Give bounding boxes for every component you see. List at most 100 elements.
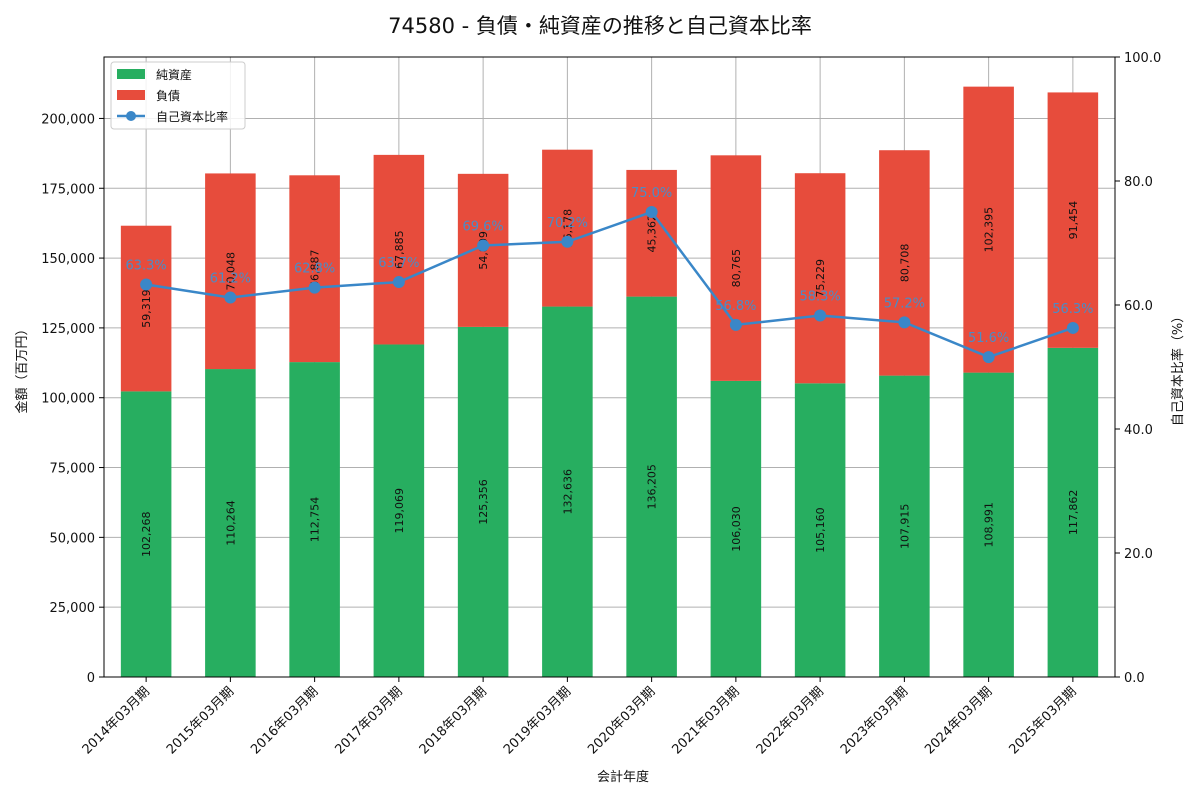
equity-ratio-point: [308, 281, 321, 294]
bar-value-label-liabilities: 102,395: [983, 207, 996, 253]
equity-ratio-label: 51.6%: [968, 331, 1009, 346]
equity-ratio-point: [1066, 321, 1079, 334]
y-tick-label: 0: [87, 671, 95, 686]
equity-ratio-label: 62.8%: [294, 262, 335, 277]
bar-net-assets: [710, 380, 762, 677]
bar-value-label-net-assets: 117,862: [1067, 490, 1080, 536]
bar-net-assets: [373, 344, 425, 677]
equity-ratio-point: [645, 206, 658, 218]
bar-value-label-liabilities: 80,708: [898, 244, 911, 283]
bar-value-label-net-assets: 108,991: [983, 502, 996, 548]
x-tick-label: 2019年03月期: [501, 684, 574, 757]
line-layer: 63.3% 61.2% 62.8% 63.7% 69.6% 70.2% 75.0% 56.8%…: [125, 186, 1094, 364]
y-tick-label: 75,000: [50, 462, 96, 477]
bar-net-assets: [879, 375, 930, 677]
equity-ratio-point: [224, 291, 237, 304]
bar-net-assets: [542, 306, 593, 677]
x-tick-label: 2024年03月期: [922, 684, 995, 757]
bar-net-assets: [457, 326, 509, 677]
bar-value-label-liabilities: 75,229: [814, 259, 827, 298]
legend: 純資産 負債 自己資本比率: [110, 61, 246, 130]
y2-axis-label: 自己資本比率（%）: [1170, 310, 1186, 426]
y2-tick-label: 60.0: [1124, 299, 1153, 314]
equity-ratio-label: 63.3%: [125, 259, 166, 274]
y-tick-label: 200,000: [41, 112, 95, 127]
legend-label-liabilities: 負債: [156, 88, 180, 103]
y2-tick-label: 20.0: [1124, 547, 1153, 562]
equity-ratio-label: 63.7%: [378, 256, 419, 271]
equity-ratio-label: 70.2%: [547, 216, 588, 231]
bar-value-label-liabilities: 45,362: [646, 214, 659, 253]
y-tick-label: 175,000: [41, 182, 95, 197]
chart-title: 74580 - 負債・純資産の推移と自己資本比率: [388, 14, 812, 38]
equity-ratio-point: [392, 276, 405, 289]
bar-net-assets: [120, 391, 172, 677]
bar-value-label-liabilities: 70,048: [224, 252, 237, 291]
equity-ratio-label: 56.3%: [1052, 302, 1093, 317]
equity-ratio-label: 58.3%: [799, 290, 840, 305]
bar-net-assets: [963, 372, 1014, 677]
x-tick-label: 2015年03月期: [164, 684, 237, 757]
bar-value-label-net-assets: 102,268: [140, 511, 153, 557]
bar-net-assets: [1047, 347, 1099, 677]
x-axis-label: 会計年度: [597, 769, 649, 785]
y2-tick-label: 80.0: [1124, 175, 1153, 190]
x-tick-label: 2014年03月期: [80, 684, 153, 757]
bar-value-label-net-assets: 110,264: [224, 500, 237, 546]
equity-ratio-point: [561, 235, 574, 248]
legend-swatch-net-assets: [117, 69, 145, 79]
bar-value-label-liabilities: 91,454: [1067, 201, 1080, 240]
y-tick-label: 100,000: [41, 392, 95, 407]
legend-label-equity-ratio: 自己資本比率: [156, 109, 228, 124]
bar-value-label-liabilities: 66,887: [309, 249, 322, 288]
bar-liabilities: [205, 173, 256, 370]
y2-tick-label: 0.0: [1124, 671, 1145, 686]
bar-liabilities: [794, 173, 846, 384]
x-tick-label: 2023年03月期: [838, 684, 911, 757]
plot-frame: [103, 56, 1116, 678]
bar-value-label-net-assets: 105,160: [814, 507, 827, 553]
equity-ratio-point: [477, 239, 490, 252]
bar-liabilities: [963, 86, 1014, 373]
bar-liabilities: [289, 175, 340, 363]
x-tick-label: 2016年03月期: [248, 684, 321, 757]
bar-net-assets: [794, 383, 846, 677]
y-tick-label: 50,000: [50, 531, 96, 546]
bar-value-label-net-assets: 136,205: [646, 464, 659, 510]
bar-liabilities: [1047, 92, 1099, 348]
equity-ratio-label: 61.2%: [210, 272, 251, 287]
legend-marker-equity-ratio: [126, 111, 136, 121]
equity-ratio-point: [814, 309, 827, 322]
bar-value-label-net-assets: 125,356: [477, 479, 490, 525]
x-tick-label: 2025年03月期: [1006, 684, 1079, 757]
x-tick-label: 2021年03月期: [669, 684, 742, 757]
equity-ratio-line: [145, 210, 1074, 359]
bar-value-label-net-assets: 112,754: [309, 497, 322, 543]
bar-value-label-liabilities: 67,885: [393, 230, 406, 269]
bar-value-label-net-assets: 119,069: [393, 488, 406, 534]
bar-value-label-liabilities: 80,765: [730, 249, 743, 288]
bar-liabilities: [879, 150, 930, 376]
y-axis-label: 金額（百万円）: [14, 322, 30, 413]
y-tick-label: 25,000: [50, 601, 96, 616]
equity-ratio-label: 69.6%: [462, 219, 503, 234]
bar-labels-layer: 102,268 59,319 110,264 70,048 112,754 66,887 1…: [140, 201, 1080, 557]
equity-ratio-point: [729, 318, 742, 331]
y-tick-label: 150,000: [41, 252, 95, 267]
y2-tick-label: 100.0: [1124, 51, 1161, 66]
bar-value-label-net-assets: 106,030: [730, 506, 743, 552]
x-tick-label: 2022年03月期: [754, 684, 827, 757]
bar-value-label-net-assets: 107,915: [898, 504, 911, 550]
bar-value-label-liabilities: 59,319: [140, 289, 153, 328]
bar-liabilities: [710, 155, 762, 381]
bar-net-assets: [289, 362, 340, 677]
equity-ratio-point: [898, 316, 911, 329]
equity-ratio-label: 75.0%: [631, 186, 672, 201]
x-tick-label: 2017年03月期: [332, 684, 405, 757]
bar-liabilities: [542, 149, 593, 307]
x-tick-label: 2018年03月期: [417, 684, 490, 757]
equity-ratio-label: 57.2%: [884, 296, 925, 311]
equity-ratio-point: [140, 278, 153, 291]
